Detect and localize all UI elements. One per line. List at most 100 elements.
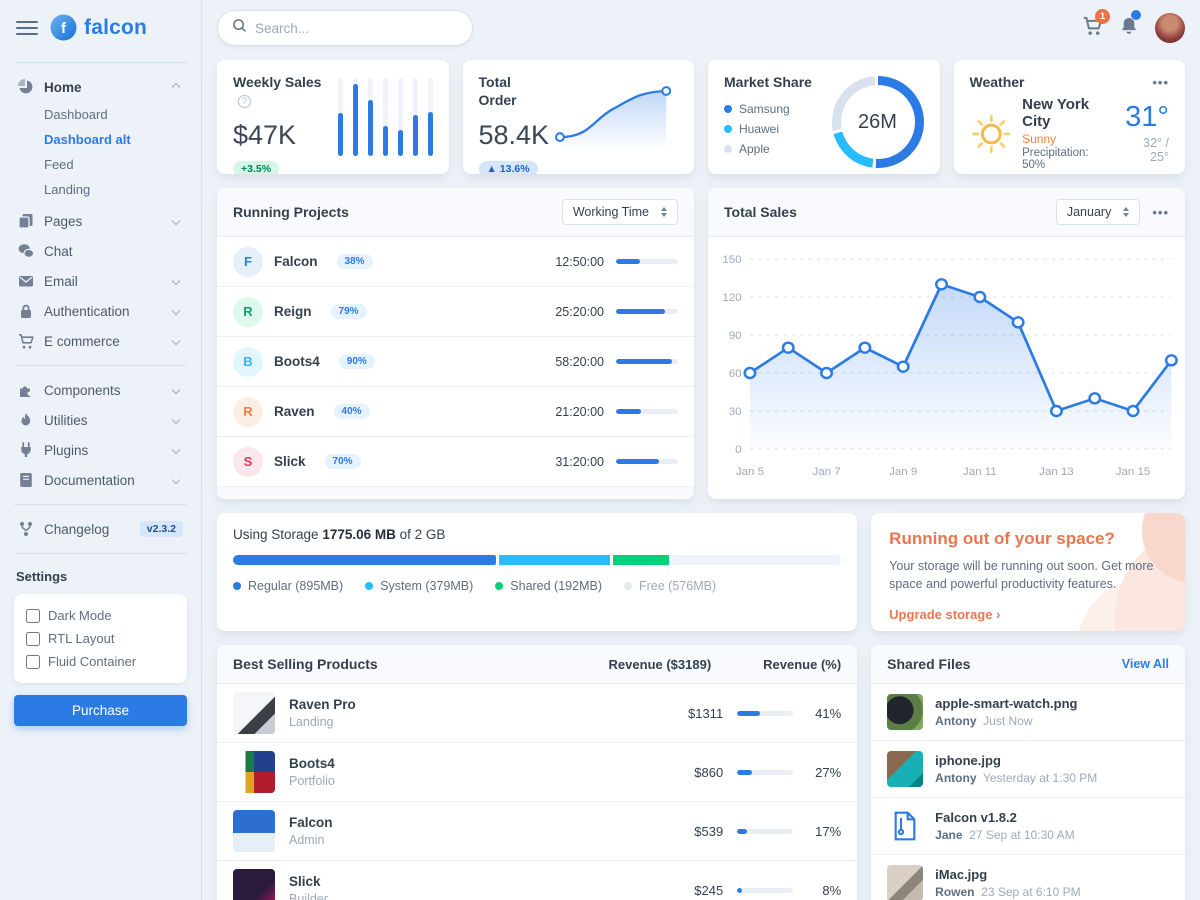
purchase-button[interactable]: Purchase bbox=[14, 695, 187, 726]
sidebar-item-dashboard-alt[interactable]: Dashboard alt bbox=[44, 132, 131, 147]
sidebar-item-components[interactable]: Components bbox=[14, 375, 187, 405]
project-row-slick[interactable]: S Slick 70% 31:20:00 bbox=[217, 437, 694, 487]
checkbox-fluid-container[interactable]: Fluid Container bbox=[26, 650, 175, 673]
chevron-up-icon bbox=[171, 82, 181, 92]
shared-files-title: Shared Files bbox=[887, 656, 971, 672]
weekly-sales-bar-chart bbox=[337, 78, 433, 156]
file-row[interactable]: iphone.jpg Antony Yesterday at 1:30 PM bbox=[871, 740, 1185, 797]
product-progress-bar bbox=[737, 887, 794, 893]
logo-text: falcon bbox=[84, 15, 148, 39]
falcon-logo[interactable]: f falcon bbox=[50, 14, 147, 41]
total-order-title: Total Order bbox=[478, 74, 517, 108]
upgrade-storage-link[interactable]: Upgrade storage › bbox=[889, 607, 1001, 623]
sidebar-item-feed[interactable]: Feed bbox=[44, 157, 74, 172]
chevron-down-icon bbox=[171, 276, 181, 286]
sidebar-item-home[interactable]: Home bbox=[14, 72, 187, 102]
project-name: Slick bbox=[274, 454, 306, 469]
project-progress-bar bbox=[616, 459, 678, 464]
checkbox-rtl-layout[interactable]: RTL Layout bbox=[26, 627, 175, 650]
svg-text:30: 30 bbox=[729, 406, 742, 418]
running-projects-title: Running Projects bbox=[233, 204, 349, 220]
product-thumbnail bbox=[233, 869, 275, 900]
file-row[interactable]: Falcon v1.8.2 Jane 27 Sep at 10:30 AM bbox=[871, 797, 1185, 854]
sidebar-item-landing[interactable]: Landing bbox=[44, 182, 91, 197]
chevron-down-icon bbox=[171, 385, 181, 395]
svg-text:150: 150 bbox=[722, 254, 741, 266]
project-row-reign[interactable]: R Reign 79% 25:20:00 bbox=[217, 287, 694, 337]
product-row-slick[interactable]: Slick Builder $245 8% bbox=[217, 861, 857, 900]
search-input[interactable] bbox=[255, 20, 458, 36]
working-time-select-value: Working Time bbox=[572, 205, 649, 219]
file-row[interactable]: apple-smart-watch.png Antony Just Now bbox=[871, 684, 1185, 740]
user-avatar[interactable] bbox=[1155, 13, 1185, 43]
product-percent: 17% bbox=[815, 823, 842, 839]
project-time: 31:20:00 bbox=[555, 454, 604, 469]
product-name: Falcon bbox=[289, 815, 333, 830]
total-sales-line-chart: 0 30 60 90 120 150 Jan 5 Jan 7 Jan 9 Jan 11 Jan 13… bbox=[722, 254, 1178, 478]
sidebar-item-e-commerce[interactable]: E commerce bbox=[14, 326, 187, 356]
product-progress-bar bbox=[737, 828, 794, 834]
ellipsis-menu-icon[interactable] bbox=[1152, 205, 1169, 220]
project-row-falcon[interactable]: F Falcon 38% 12:50:00 bbox=[217, 237, 694, 287]
file-name: apple-smart-watch.png bbox=[935, 696, 1078, 711]
cart-button[interactable]: 1 bbox=[1082, 9, 1110, 41]
divider bbox=[14, 504, 187, 505]
product-name: Slick bbox=[289, 874, 321, 889]
svg-text:Jan 13: Jan 13 bbox=[1039, 466, 1074, 478]
sidebar-item-email[interactable]: Email bbox=[14, 266, 187, 296]
sidebar-item-dashboard[interactable]: Dashboard bbox=[44, 107, 108, 122]
legend-dot bbox=[495, 582, 504, 590]
sidebar-item-utilities[interactable]: Utilities bbox=[14, 405, 187, 435]
sidebar-item-changelog[interactable]: Changelog v2.3.2 bbox=[14, 514, 187, 544]
sidebar-item-documentation[interactable]: Documentation bbox=[14, 465, 187, 495]
view-all-link[interactable]: View All bbox=[1121, 657, 1169, 671]
svg-text:0: 0 bbox=[735, 444, 741, 456]
search-bar[interactable] bbox=[217, 10, 473, 46]
best-selling-title: Best Selling Products bbox=[233, 656, 378, 672]
sidebar-item-plugins[interactable]: Plugins bbox=[14, 435, 187, 465]
project-avatar: F bbox=[233, 246, 263, 277]
total-order-change-badge: ▲ 13.6% bbox=[478, 161, 538, 174]
revenue-column-header: Revenue ($3189) bbox=[608, 656, 712, 672]
product-revenue: $539 bbox=[694, 823, 724, 839]
sidebar-item-chat[interactable]: Chat bbox=[14, 236, 187, 266]
project-row-boots4[interactable]: B Boots4 90% 58:20:00 bbox=[217, 337, 694, 387]
hamburger-menu-icon[interactable] bbox=[16, 17, 38, 39]
checkbox-dark-mode[interactable]: Dark Mode bbox=[26, 604, 175, 627]
show-all-projects-link[interactable]: Show all projects › bbox=[217, 487, 694, 499]
envelope-icon bbox=[18, 273, 34, 289]
project-row-raven[interactable]: R Raven 40% 21:20:00 bbox=[217, 387, 694, 437]
ellipsis-menu-icon[interactable] bbox=[1152, 75, 1169, 90]
product-row-raven-pro[interactable]: Raven Pro Landing $1311 41% bbox=[217, 684, 858, 743]
rtl-layout-checkbox-input[interactable] bbox=[26, 631, 40, 646]
weather-precipitation: Precipitation: 50% bbox=[1022, 147, 1089, 171]
total-sales-title: Total Sales bbox=[724, 204, 797, 220]
help-icon[interactable]: ? bbox=[238, 94, 251, 108]
file-row[interactable]: iMac.jpg Rowen 23 Sep at 6:10 PM bbox=[871, 854, 1185, 900]
weather-high-low: 32° / 25° bbox=[1143, 136, 1169, 164]
file-meta: Rowen 23 Sep at 6:10 PM bbox=[935, 885, 1081, 899]
shopping-cart-icon bbox=[18, 333, 34, 349]
falcon-logo-icon: f bbox=[50, 14, 77, 41]
project-name: Raven bbox=[274, 404, 315, 419]
fluid-container-checkbox-input[interactable] bbox=[26, 654, 40, 669]
month-select[interactable]: January bbox=[1055, 199, 1141, 225]
divider bbox=[14, 553, 187, 554]
storage-segment bbox=[672, 555, 842, 565]
sidebar-item-authentication[interactable]: Authentication bbox=[14, 296, 187, 326]
product-row-falcon[interactable]: Falcon Admin $539 17% bbox=[217, 802, 858, 861]
sidebar-item-pages[interactable]: Pages bbox=[14, 206, 187, 236]
product-row-boots4[interactable]: Boots4 Portfolio $860 27% bbox=[217, 743, 858, 802]
working-time-select[interactable]: Working Time bbox=[561, 199, 678, 225]
project-progress-bar bbox=[616, 359, 678, 364]
weekly-sales-bar bbox=[427, 78, 433, 156]
storage-legend: Regular (895MB) System (379MB) Shared (192… bbox=[233, 579, 841, 593]
notifications-button[interactable] bbox=[1119, 10, 1141, 41]
dark-mode-checkbox-input[interactable] bbox=[26, 608, 40, 623]
product-percent: 27% bbox=[815, 764, 842, 780]
svg-text:Jan 9: Jan 9 bbox=[889, 466, 917, 478]
project-avatar: S bbox=[233, 446, 263, 477]
total-order-value: 58.4K bbox=[478, 120, 550, 150]
weekly-sales-title: Weekly Sales bbox=[233, 74, 322, 90]
svg-text:90: 90 bbox=[729, 330, 742, 342]
